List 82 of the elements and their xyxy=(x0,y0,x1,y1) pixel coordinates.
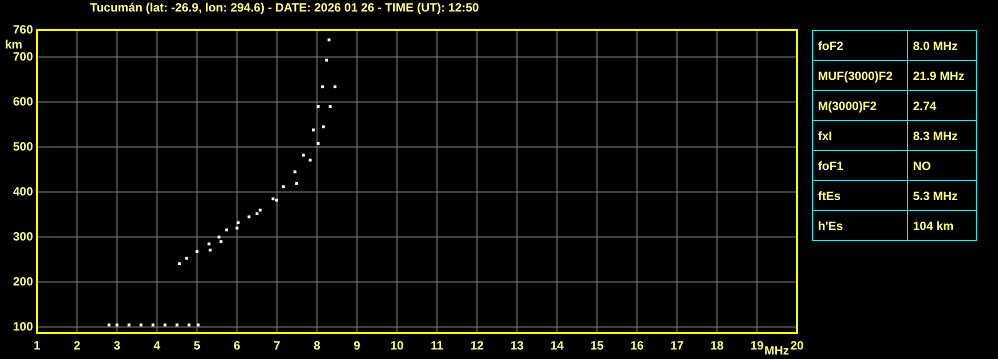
point xyxy=(218,236,220,239)
y-tick-label: 760 xyxy=(12,22,34,36)
point xyxy=(185,256,188,260)
y-tick-label: 200 xyxy=(12,274,34,288)
chart-title: Tucumán (lat: -26.9, lon: 294.6) - DATE: 2026 01 26 - TIME (UT): 12:50 xyxy=(90,0,480,14)
text: foF2 xyxy=(812,30,908,60)
point xyxy=(275,198,278,202)
x-tick-label: 6 xyxy=(234,338,241,353)
point xyxy=(116,323,118,326)
point xyxy=(128,323,130,326)
x-tick-label: 7 xyxy=(274,338,281,353)
text: 8.3 MHz xyxy=(908,120,976,150)
text: 2.74 xyxy=(908,90,976,120)
point xyxy=(178,262,181,266)
x-tick-label: 20 xyxy=(790,338,804,353)
x-tick-label: 15 xyxy=(590,338,604,353)
x-tick-label: 12 xyxy=(470,338,484,353)
x-tick-label: 3 xyxy=(114,338,121,353)
x-tick-label: 1 xyxy=(34,338,41,353)
point xyxy=(272,197,274,200)
text: 104 km xyxy=(908,210,976,240)
text: M(3000)F2 xyxy=(812,90,908,120)
y-axis-title: km xyxy=(5,37,22,52)
point xyxy=(176,323,178,326)
x-tick-label: 13 xyxy=(510,338,524,353)
point xyxy=(316,105,320,108)
x-tick-label: 8 xyxy=(314,338,321,353)
point xyxy=(140,323,142,326)
point xyxy=(256,212,258,216)
point xyxy=(208,248,212,252)
point xyxy=(294,170,296,174)
point xyxy=(248,215,250,218)
x-tick-label: 14 xyxy=(550,338,564,353)
point xyxy=(295,182,298,185)
point xyxy=(225,228,228,232)
point xyxy=(282,185,285,188)
y-tick-label: 700 xyxy=(12,49,34,64)
x-tick-label: 10 xyxy=(390,338,404,353)
x-tick-label: 4 xyxy=(154,338,161,353)
point xyxy=(322,125,325,128)
text: NO xyxy=(908,150,976,180)
x-tick-label: 5 xyxy=(194,338,201,353)
x-tick-label: 19 xyxy=(750,338,764,353)
point xyxy=(220,240,222,244)
y-tick-label: 300 xyxy=(12,229,34,244)
point xyxy=(152,323,154,326)
point xyxy=(328,38,330,42)
x-tick-label: 17 xyxy=(670,338,684,353)
point xyxy=(164,323,166,326)
point xyxy=(208,242,210,246)
y-tick-label: 400 xyxy=(12,184,34,198)
point xyxy=(308,158,312,162)
point xyxy=(328,105,332,108)
point xyxy=(334,85,336,88)
text: ftEs xyxy=(812,180,908,210)
point xyxy=(316,142,320,145)
text: MUF(3000)F2 xyxy=(812,60,908,90)
point xyxy=(236,226,238,230)
text: 8.0 MHz xyxy=(908,30,976,60)
text: 5.3 MHz xyxy=(908,180,976,210)
point xyxy=(321,85,324,88)
x-tick-label: 2 xyxy=(74,338,81,353)
point xyxy=(196,250,198,253)
x-tick-label: 9 xyxy=(354,338,361,353)
text: 21.9 MHz xyxy=(908,60,976,90)
x-tick-label: 18 xyxy=(710,338,724,353)
text: h'Es xyxy=(812,210,908,240)
x-axis-title: MHz xyxy=(764,343,789,358)
y-tick-label: 600 xyxy=(12,94,34,108)
y-tick-label: 500 xyxy=(12,139,34,154)
point xyxy=(302,154,305,157)
x-tick-label: 11 xyxy=(430,338,444,353)
y-tick-label: 100 xyxy=(12,319,34,334)
point xyxy=(196,323,200,326)
point xyxy=(188,323,190,326)
x-tick-label: 16 xyxy=(630,338,644,353)
point xyxy=(258,208,262,212)
text: fxI xyxy=(812,120,908,150)
point xyxy=(108,323,110,326)
point xyxy=(325,58,328,62)
text: foF1 xyxy=(812,150,908,180)
point xyxy=(312,128,315,132)
